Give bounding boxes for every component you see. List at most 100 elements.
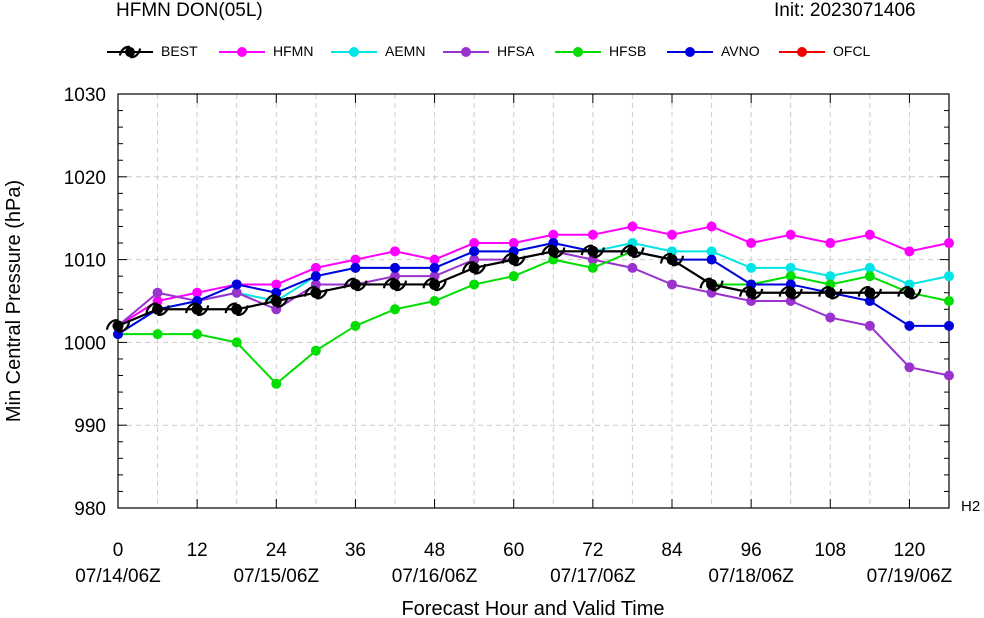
data-point xyxy=(785,271,796,282)
data-point xyxy=(469,246,480,257)
hurricane-core xyxy=(587,245,599,257)
hurricane-arm xyxy=(553,247,566,259)
plot-frame xyxy=(117,93,950,509)
data-point xyxy=(508,271,519,282)
data-point xyxy=(271,378,282,389)
legend-label: BEST xyxy=(161,43,198,59)
legend-dot xyxy=(461,47,471,57)
hurricane-arm xyxy=(343,277,356,289)
hurricane-core xyxy=(666,254,678,266)
hurricane-arm xyxy=(117,321,131,333)
series-hfmn xyxy=(113,221,954,331)
data-point xyxy=(746,238,757,249)
best-track-point xyxy=(778,286,803,300)
hurricane-core xyxy=(903,287,915,299)
data-point xyxy=(706,221,717,232)
data-point xyxy=(469,279,480,290)
hurricane-arm xyxy=(276,296,289,308)
data-point xyxy=(192,329,203,340)
hurricane-arm xyxy=(394,280,408,292)
x-tick-label: 84 xyxy=(661,540,683,561)
legend-symbol xyxy=(555,47,601,57)
hurricane-arm xyxy=(592,247,605,259)
hurricane-core xyxy=(112,320,124,332)
y-tick-label: 980 xyxy=(74,499,106,520)
best-track-point xyxy=(264,294,289,308)
hurricane-arm xyxy=(541,244,554,256)
best-track-point xyxy=(897,286,922,300)
best-track-point xyxy=(739,286,764,300)
data-point xyxy=(785,229,796,240)
data-point xyxy=(944,320,954,331)
data-point xyxy=(310,271,321,282)
data-point xyxy=(231,337,242,348)
hurricane-core xyxy=(468,262,480,274)
legend-dot xyxy=(573,47,583,57)
data-point xyxy=(904,320,915,331)
best-track-point xyxy=(857,286,882,300)
data-point xyxy=(429,254,440,265)
legend-symbol xyxy=(219,47,265,57)
hurricane-arm xyxy=(118,45,131,56)
data-point xyxy=(271,279,282,290)
data-point xyxy=(390,246,400,257)
data-point xyxy=(587,262,598,273)
hurricane-arm xyxy=(129,48,142,59)
best-track-point xyxy=(422,277,447,292)
x-axis-title: Forecast Hour and Valid Time xyxy=(401,598,664,618)
legend-dot xyxy=(349,47,359,57)
best-track-point xyxy=(541,244,566,259)
legend-symbol xyxy=(331,47,377,57)
y-tick-label: 1030 xyxy=(64,85,106,106)
data-point xyxy=(944,370,954,381)
data-point xyxy=(825,271,836,282)
hurricane-arm xyxy=(857,286,871,297)
data-point xyxy=(231,279,242,290)
y-tick-label: 990 xyxy=(74,416,106,437)
data-point xyxy=(864,262,875,273)
hurricane-core xyxy=(824,287,836,299)
hurricane-core xyxy=(152,303,164,315)
best-track-point xyxy=(501,252,526,267)
hurricane-arm xyxy=(818,286,831,297)
series-hfsb xyxy=(113,246,954,389)
x-tick-label: 12 xyxy=(187,540,208,561)
data-point xyxy=(825,238,836,249)
data-point xyxy=(192,287,203,298)
legend-symbol xyxy=(779,47,825,57)
legend-symbol xyxy=(667,47,713,57)
best-track-point xyxy=(659,252,685,267)
y-tick-label: 1010 xyxy=(64,251,106,272)
hurricane-arm xyxy=(303,286,317,297)
init-time-label: Init: 2023071406 xyxy=(774,0,916,21)
hurricane-arm xyxy=(462,261,475,272)
best-track-point xyxy=(699,277,724,292)
legend-symbol xyxy=(443,47,489,57)
hurricane-arm xyxy=(830,288,843,300)
series-best xyxy=(105,244,922,333)
data-point xyxy=(785,262,796,273)
data-point xyxy=(944,271,954,282)
best-track-point xyxy=(145,302,170,316)
hurricane-core xyxy=(310,287,322,299)
hurricane-arm xyxy=(473,263,487,275)
hurricane-arm xyxy=(659,252,673,264)
legend-label: HFSB xyxy=(609,43,647,59)
legend-label: AVNO xyxy=(721,43,760,59)
data-point xyxy=(350,320,361,331)
x-tick-label: 24 xyxy=(266,540,288,561)
hurricane-core xyxy=(745,287,757,299)
x-date-label: 07/17/06Z xyxy=(550,566,636,587)
hurricane-arm xyxy=(224,302,237,314)
x-date-label: 07/14/06Z xyxy=(75,566,161,587)
hurricane-core xyxy=(270,295,282,307)
hurricane-core xyxy=(864,287,876,299)
data-point xyxy=(825,312,836,323)
data-point xyxy=(508,238,519,249)
hurricane-core xyxy=(547,245,559,257)
data-point xyxy=(627,221,638,232)
hurricane-core xyxy=(125,47,135,57)
data-point xyxy=(152,287,163,298)
x-tick-label: 60 xyxy=(503,540,524,561)
